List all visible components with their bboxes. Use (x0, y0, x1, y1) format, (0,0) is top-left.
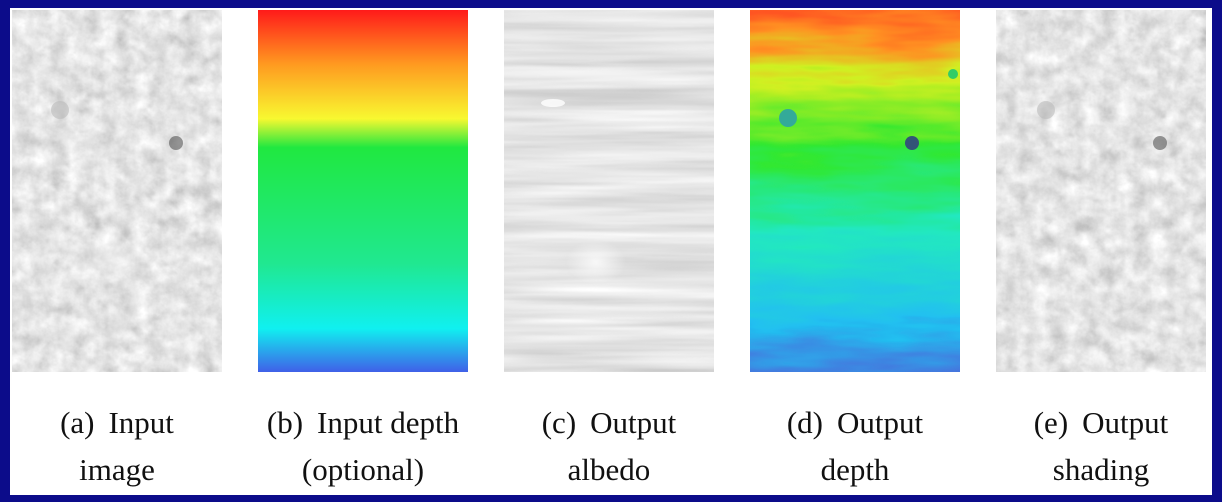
caption-line: depth (821, 452, 890, 487)
output-depth (750, 10, 960, 372)
output-albedo (504, 10, 714, 372)
caption-line: (c) Output (542, 405, 677, 440)
caption-text: Output (837, 405, 924, 440)
caption-line: (b) Input depth (267, 405, 460, 440)
caption-text: Input depth (317, 405, 460, 440)
panel-c (504, 10, 714, 372)
caption-text: Output (1082, 405, 1169, 440)
caption-label: (c) (542, 405, 576, 440)
input-image (12, 10, 222, 372)
bright-spot (80, 240, 140, 280)
bright-spot (541, 99, 565, 107)
crater (948, 69, 958, 79)
crater (1037, 101, 1055, 119)
panel-e (996, 10, 1206, 372)
bright-spot (566, 240, 626, 284)
caption-label: (b) (267, 405, 303, 440)
output-depth-frame (750, 10, 960, 372)
input-depth (258, 10, 468, 372)
caption-line: (d) Output (787, 405, 924, 440)
output-shading (996, 10, 1206, 372)
panel-b (258, 10, 468, 372)
crater (51, 101, 69, 119)
panel-d (750, 10, 960, 372)
caption-line: (e) Output (1034, 405, 1169, 440)
crater (779, 109, 797, 127)
crater (905, 136, 919, 150)
crater (169, 136, 183, 150)
caption-line: (optional) (302, 452, 424, 487)
caption-label: (d) (787, 405, 823, 440)
panel-a (12, 10, 222, 372)
caption-line: image (79, 452, 155, 487)
caption-line: albedo (568, 452, 651, 487)
caption-text: Input (108, 405, 174, 440)
crater (1153, 136, 1167, 150)
caption-line: shading (1053, 452, 1149, 487)
caption-text: Output (590, 405, 677, 440)
caption-label: (a) (60, 405, 94, 440)
captions: (a) Input image (b) Input depth (optional) (c)… (60, 405, 1169, 487)
caption-line: (a) Input (60, 405, 174, 440)
caption-label: (e) (1034, 405, 1068, 440)
